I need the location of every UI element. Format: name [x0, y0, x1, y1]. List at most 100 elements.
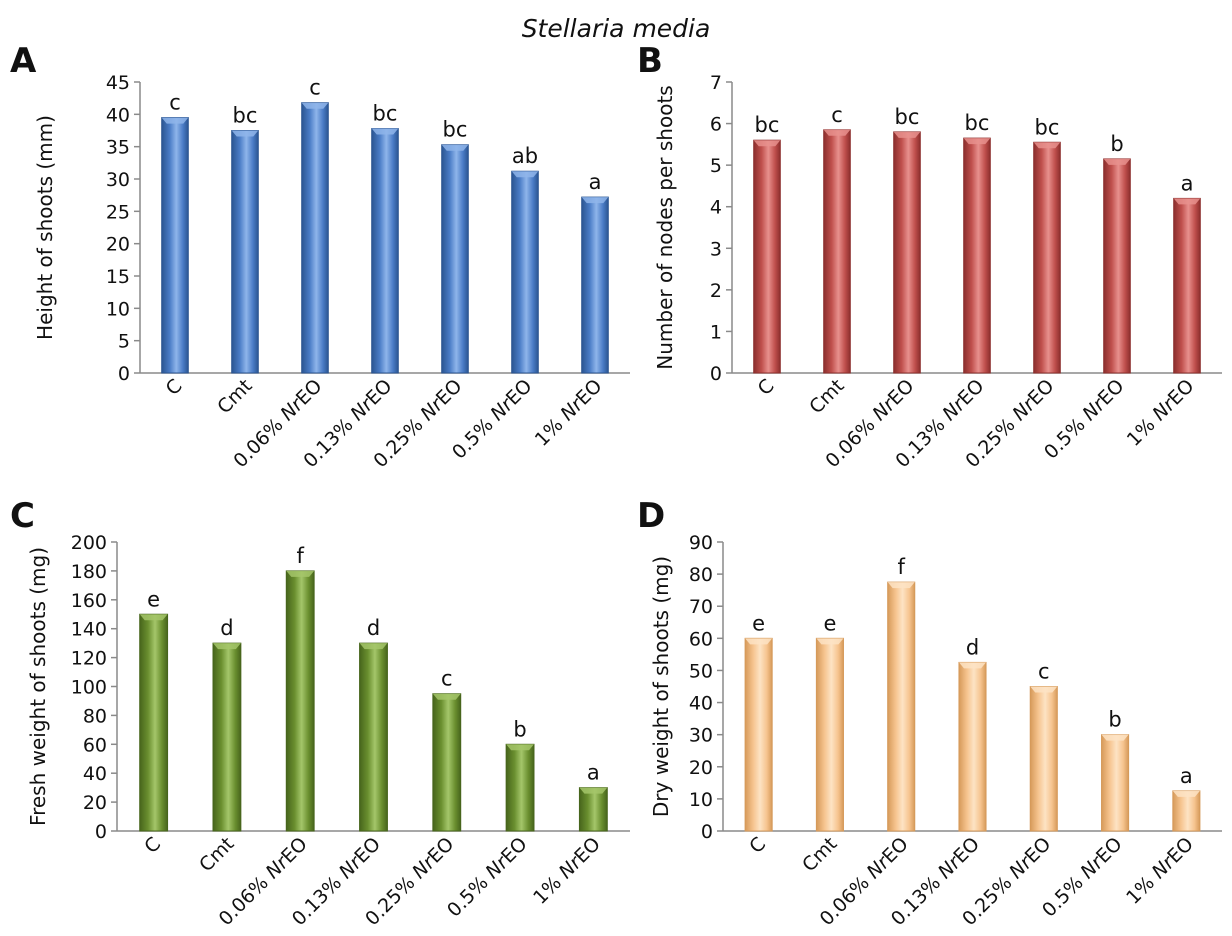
y-tick-label: 1 [710, 321, 722, 343]
bar-bevel [745, 638, 773, 645]
bar-bevel [1173, 198, 1201, 205]
bar [139, 613, 169, 832]
y-tick-label: 10 [106, 298, 130, 320]
y-tick-label: 60 [83, 734, 107, 756]
bar-bevel [506, 744, 534, 751]
chart-panel-d: D 0 10 20 30 40 50 60 70 80 90 Dry weight of shoots… [637, 496, 1222, 930]
significance-letter: d [220, 616, 233, 640]
panel-label: A [10, 41, 37, 81]
panel-label: B [637, 41, 663, 81]
bar-bevel [823, 129, 851, 136]
y-tick-label: 5 [710, 155, 722, 177]
bar [1173, 197, 1201, 374]
y-tick-label: 180 [71, 561, 107, 583]
significance-letter: bc [755, 113, 780, 137]
y-tick-label: 30 [689, 725, 713, 747]
significance-letter: a [1181, 171, 1194, 195]
bar-bevel [359, 643, 388, 650]
bar [511, 170, 539, 374]
y-tick-label: 70 [689, 596, 713, 618]
figure-title: Stellaria media [521, 14, 711, 43]
bar [505, 743, 535, 832]
bar [441, 144, 469, 374]
chart-panel-a: A 0 5 10 15 20 25 30 35 40 45 Height of shoots (mm)… [10, 41, 630, 472]
chart-panel-b: B 0 1 2 3 4 5 6 7 Number of nodes per shoots bc Cc C… [637, 41, 1222, 472]
y-tick-label: 0 [118, 363, 130, 385]
y-tick-label: 0 [701, 821, 713, 843]
bar [301, 102, 329, 374]
bar [581, 196, 609, 374]
x-tick-label: 0.5% NrEO [443, 833, 532, 922]
panel-label: D [637, 496, 665, 536]
y-tick-label: 2 [710, 280, 722, 302]
significance-letter: e [147, 587, 160, 611]
bar-bevel [301, 102, 329, 109]
bar [744, 637, 773, 832]
bar [815, 637, 844, 832]
x-tick-label: C [754, 375, 779, 400]
bar-bevel [1033, 142, 1061, 149]
significance-letter: b [513, 717, 526, 741]
bar-bevel [958, 662, 987, 669]
bar [359, 642, 388, 832]
y-tick-label: 3 [710, 238, 722, 260]
y-tick-label: 25 [106, 201, 130, 223]
x-tick-label: Cmt [798, 833, 841, 876]
bar [823, 129, 851, 374]
significance-letter: bc [443, 118, 468, 142]
x-tick-label: Cmt [195, 833, 238, 876]
bar-bevel [139, 614, 168, 621]
y-axis-label: Fresh weight of shoots (mg) [26, 547, 50, 826]
panel-label: C [10, 496, 35, 536]
bar [578, 787, 608, 832]
y-axis-label: Number of nodes per shoots [653, 85, 677, 369]
bar-bevel [213, 643, 241, 650]
x-tick-label: Cmt [805, 375, 848, 418]
bar-bevel [887, 582, 915, 589]
bar [887, 581, 916, 832]
significance-letter: b [1108, 708, 1121, 732]
y-tick-label: 50 [689, 660, 713, 682]
bar [1101, 734, 1130, 832]
x-tick-label: C [745, 833, 770, 858]
bar [893, 131, 921, 374]
bar-bevel [579, 787, 608, 794]
y-tick-label: 40 [83, 763, 107, 785]
significance-letter: bc [1035, 115, 1060, 139]
x-tick-label: C [140, 833, 165, 858]
significance-letter: e [752, 611, 765, 635]
y-tick-label: 0 [710, 363, 722, 385]
bar-bevel [1103, 158, 1131, 165]
y-tick-label: 4 [710, 197, 722, 219]
x-tick-label: 1% NrEO [531, 375, 607, 451]
y-tick-label: 0 [95, 821, 107, 843]
bar [161, 117, 189, 374]
significance-letter: bc [965, 111, 990, 135]
significance-letter: c [309, 76, 321, 100]
significance-letter: d [966, 635, 979, 659]
significance-letter: bc [233, 104, 258, 128]
y-tick-label: 200 [71, 532, 107, 554]
y-tick-label: 80 [689, 564, 713, 586]
significance-letter: d [367, 616, 380, 640]
y-tick-label: 40 [106, 104, 130, 126]
significance-letter: ab [512, 144, 538, 168]
bar-bevel [1172, 790, 1200, 797]
significance-letter: c [1038, 660, 1050, 684]
bar-bevel [286, 570, 315, 577]
bar [1172, 790, 1201, 832]
y-tick-label: 20 [106, 234, 130, 256]
bar [753, 139, 781, 374]
bar-bevel [963, 138, 991, 145]
y-tick-label: 20 [689, 757, 713, 779]
bar-bevel [231, 130, 259, 137]
x-tick-label: 1% NrEO [1122, 833, 1198, 909]
y-tick-label: 6 [710, 114, 722, 136]
significance-letter: f [297, 544, 305, 568]
significance-letter: a [587, 761, 600, 785]
bar-bevel [753, 140, 781, 147]
significance-letter: a [589, 170, 602, 194]
bar [1033, 141, 1061, 374]
significance-letter: a [1180, 764, 1193, 788]
bar [371, 128, 399, 374]
